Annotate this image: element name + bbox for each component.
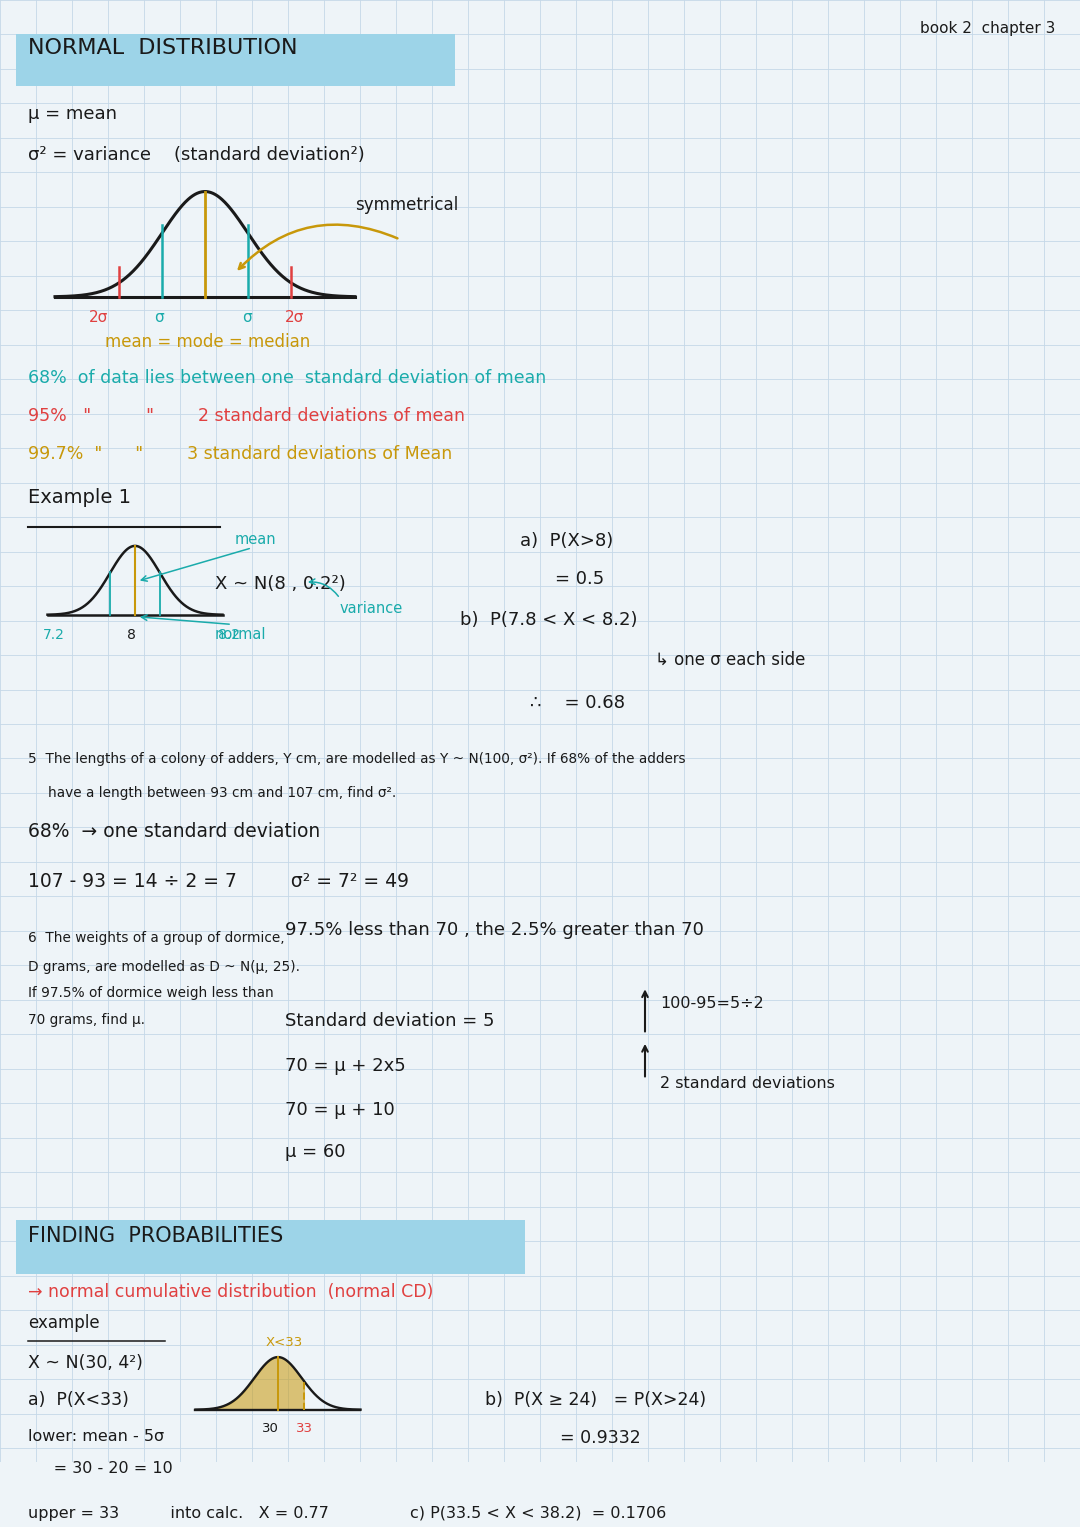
Text: normal: normal bbox=[215, 628, 267, 643]
Text: σ² = variance    (standard deviation²): σ² = variance (standard deviation²) bbox=[28, 145, 365, 163]
Text: 97.5% less than 70 , the 2.5% greater than 70: 97.5% less than 70 , the 2.5% greater th… bbox=[285, 921, 704, 939]
Text: 8.2: 8.2 bbox=[217, 628, 240, 643]
Text: 2σ: 2σ bbox=[285, 310, 305, 325]
Text: μ = mean: μ = mean bbox=[28, 105, 117, 124]
Text: 68%  of data lies between one  standard deviation of mean: 68% of data lies between one standard de… bbox=[28, 368, 546, 386]
Text: 30: 30 bbox=[262, 1422, 279, 1435]
Text: FINDING  PROBABILITIES: FINDING PROBABILITIES bbox=[28, 1226, 283, 1246]
Text: example: example bbox=[28, 1313, 99, 1332]
Text: a)  P(X>8): a) P(X>8) bbox=[519, 531, 613, 550]
Text: 2 standard deviations: 2 standard deviations bbox=[660, 1077, 835, 1092]
Text: 68%  → one standard deviation: 68% → one standard deviation bbox=[28, 822, 321, 841]
Text: X ~ N(8 , 0.2²): X ~ N(8 , 0.2²) bbox=[215, 574, 346, 592]
Text: σ: σ bbox=[154, 310, 164, 325]
Text: have a length between 93 cm and 107 cm, find σ².: have a length between 93 cm and 107 cm, … bbox=[48, 786, 396, 800]
Text: a)  P(X<33): a) P(X<33) bbox=[28, 1391, 129, 1408]
Text: = 0.9332: = 0.9332 bbox=[561, 1429, 640, 1448]
Text: b)  P(X ≥ 24)   = P(X>24): b) P(X ≥ 24) = P(X>24) bbox=[485, 1391, 706, 1408]
Text: 6  The weights of a group of dormice,: 6 The weights of a group of dormice, bbox=[28, 931, 285, 945]
FancyBboxPatch shape bbox=[16, 35, 455, 86]
Text: σ: σ bbox=[242, 310, 252, 325]
Text: 8: 8 bbox=[127, 628, 136, 643]
Text: 107 - 93 = 14 ÷ 2 = 7         σ² = 7² = 49: 107 - 93 = 14 ÷ 2 = 7 σ² = 7² = 49 bbox=[28, 872, 409, 890]
Text: D grams, are modelled as D ~ N(μ, 25).: D grams, are modelled as D ~ N(μ, 25). bbox=[28, 959, 300, 974]
Text: μ = 60: μ = 60 bbox=[285, 1144, 346, 1162]
Text: lower: mean - 5σ: lower: mean - 5σ bbox=[28, 1429, 164, 1445]
Text: If 97.5% of dormice weigh less than: If 97.5% of dormice weigh less than bbox=[28, 986, 273, 1000]
Text: upper = 33          into calc.   X = 0.77: upper = 33 into calc. X = 0.77 bbox=[28, 1506, 329, 1521]
Text: 99.7%  "      "        3 standard deviations of Mean: 99.7% " " 3 standard deviations of Mean bbox=[28, 446, 453, 463]
Text: c) P(33.5 < X < 38.2)  = 0.1706: c) P(33.5 < X < 38.2) = 0.1706 bbox=[410, 1506, 666, 1521]
Text: 70 = μ + 10: 70 = μ + 10 bbox=[285, 1101, 395, 1119]
Text: 5  The lengths of a colony of adders, Y cm, are modelled as Y ~ N(100, σ²). If 6: 5 The lengths of a colony of adders, Y c… bbox=[28, 751, 686, 767]
FancyBboxPatch shape bbox=[16, 1220, 525, 1274]
Text: Example 1: Example 1 bbox=[28, 489, 131, 507]
Text: b)  P(7.8 < X < 8.2): b) P(7.8 < X < 8.2) bbox=[460, 611, 637, 629]
Text: mean: mean bbox=[235, 531, 276, 547]
Text: X ~ N(30, 4²): X ~ N(30, 4²) bbox=[28, 1354, 143, 1373]
Text: ↳ one σ each side: ↳ one σ each side bbox=[654, 651, 806, 669]
Text: 70 grams, find μ.: 70 grams, find μ. bbox=[28, 1014, 145, 1028]
Text: → normal cumulative distribution  (normal CD): → normal cumulative distribution (normal… bbox=[28, 1283, 433, 1301]
Text: mean = mode = median: mean = mode = median bbox=[105, 333, 310, 351]
Text: = 30 - 20 = 10: = 30 - 20 = 10 bbox=[28, 1461, 173, 1477]
Text: 95%   "          "        2 standard deviations of mean: 95% " " 2 standard deviations of mean bbox=[28, 408, 465, 425]
Text: X<33: X<33 bbox=[266, 1336, 303, 1348]
Text: NORMAL  DISTRIBUTION: NORMAL DISTRIBUTION bbox=[28, 38, 297, 58]
Text: symmetrical: symmetrical bbox=[355, 197, 458, 214]
Text: 33: 33 bbox=[296, 1422, 313, 1435]
Text: 2σ: 2σ bbox=[90, 310, 109, 325]
Text: = 0.5: = 0.5 bbox=[555, 570, 604, 588]
Text: variance: variance bbox=[340, 602, 403, 617]
Text: Standard deviation = 5: Standard deviation = 5 bbox=[285, 1012, 495, 1031]
Text: 70 = μ + 2x5: 70 = μ + 2x5 bbox=[285, 1057, 406, 1075]
Text: ∴    = 0.68: ∴ = 0.68 bbox=[530, 695, 625, 712]
Text: 100-95=5÷2: 100-95=5÷2 bbox=[660, 996, 764, 1011]
Text: book 2  chapter 3: book 2 chapter 3 bbox=[920, 21, 1055, 37]
Text: 7.2: 7.2 bbox=[42, 628, 65, 643]
